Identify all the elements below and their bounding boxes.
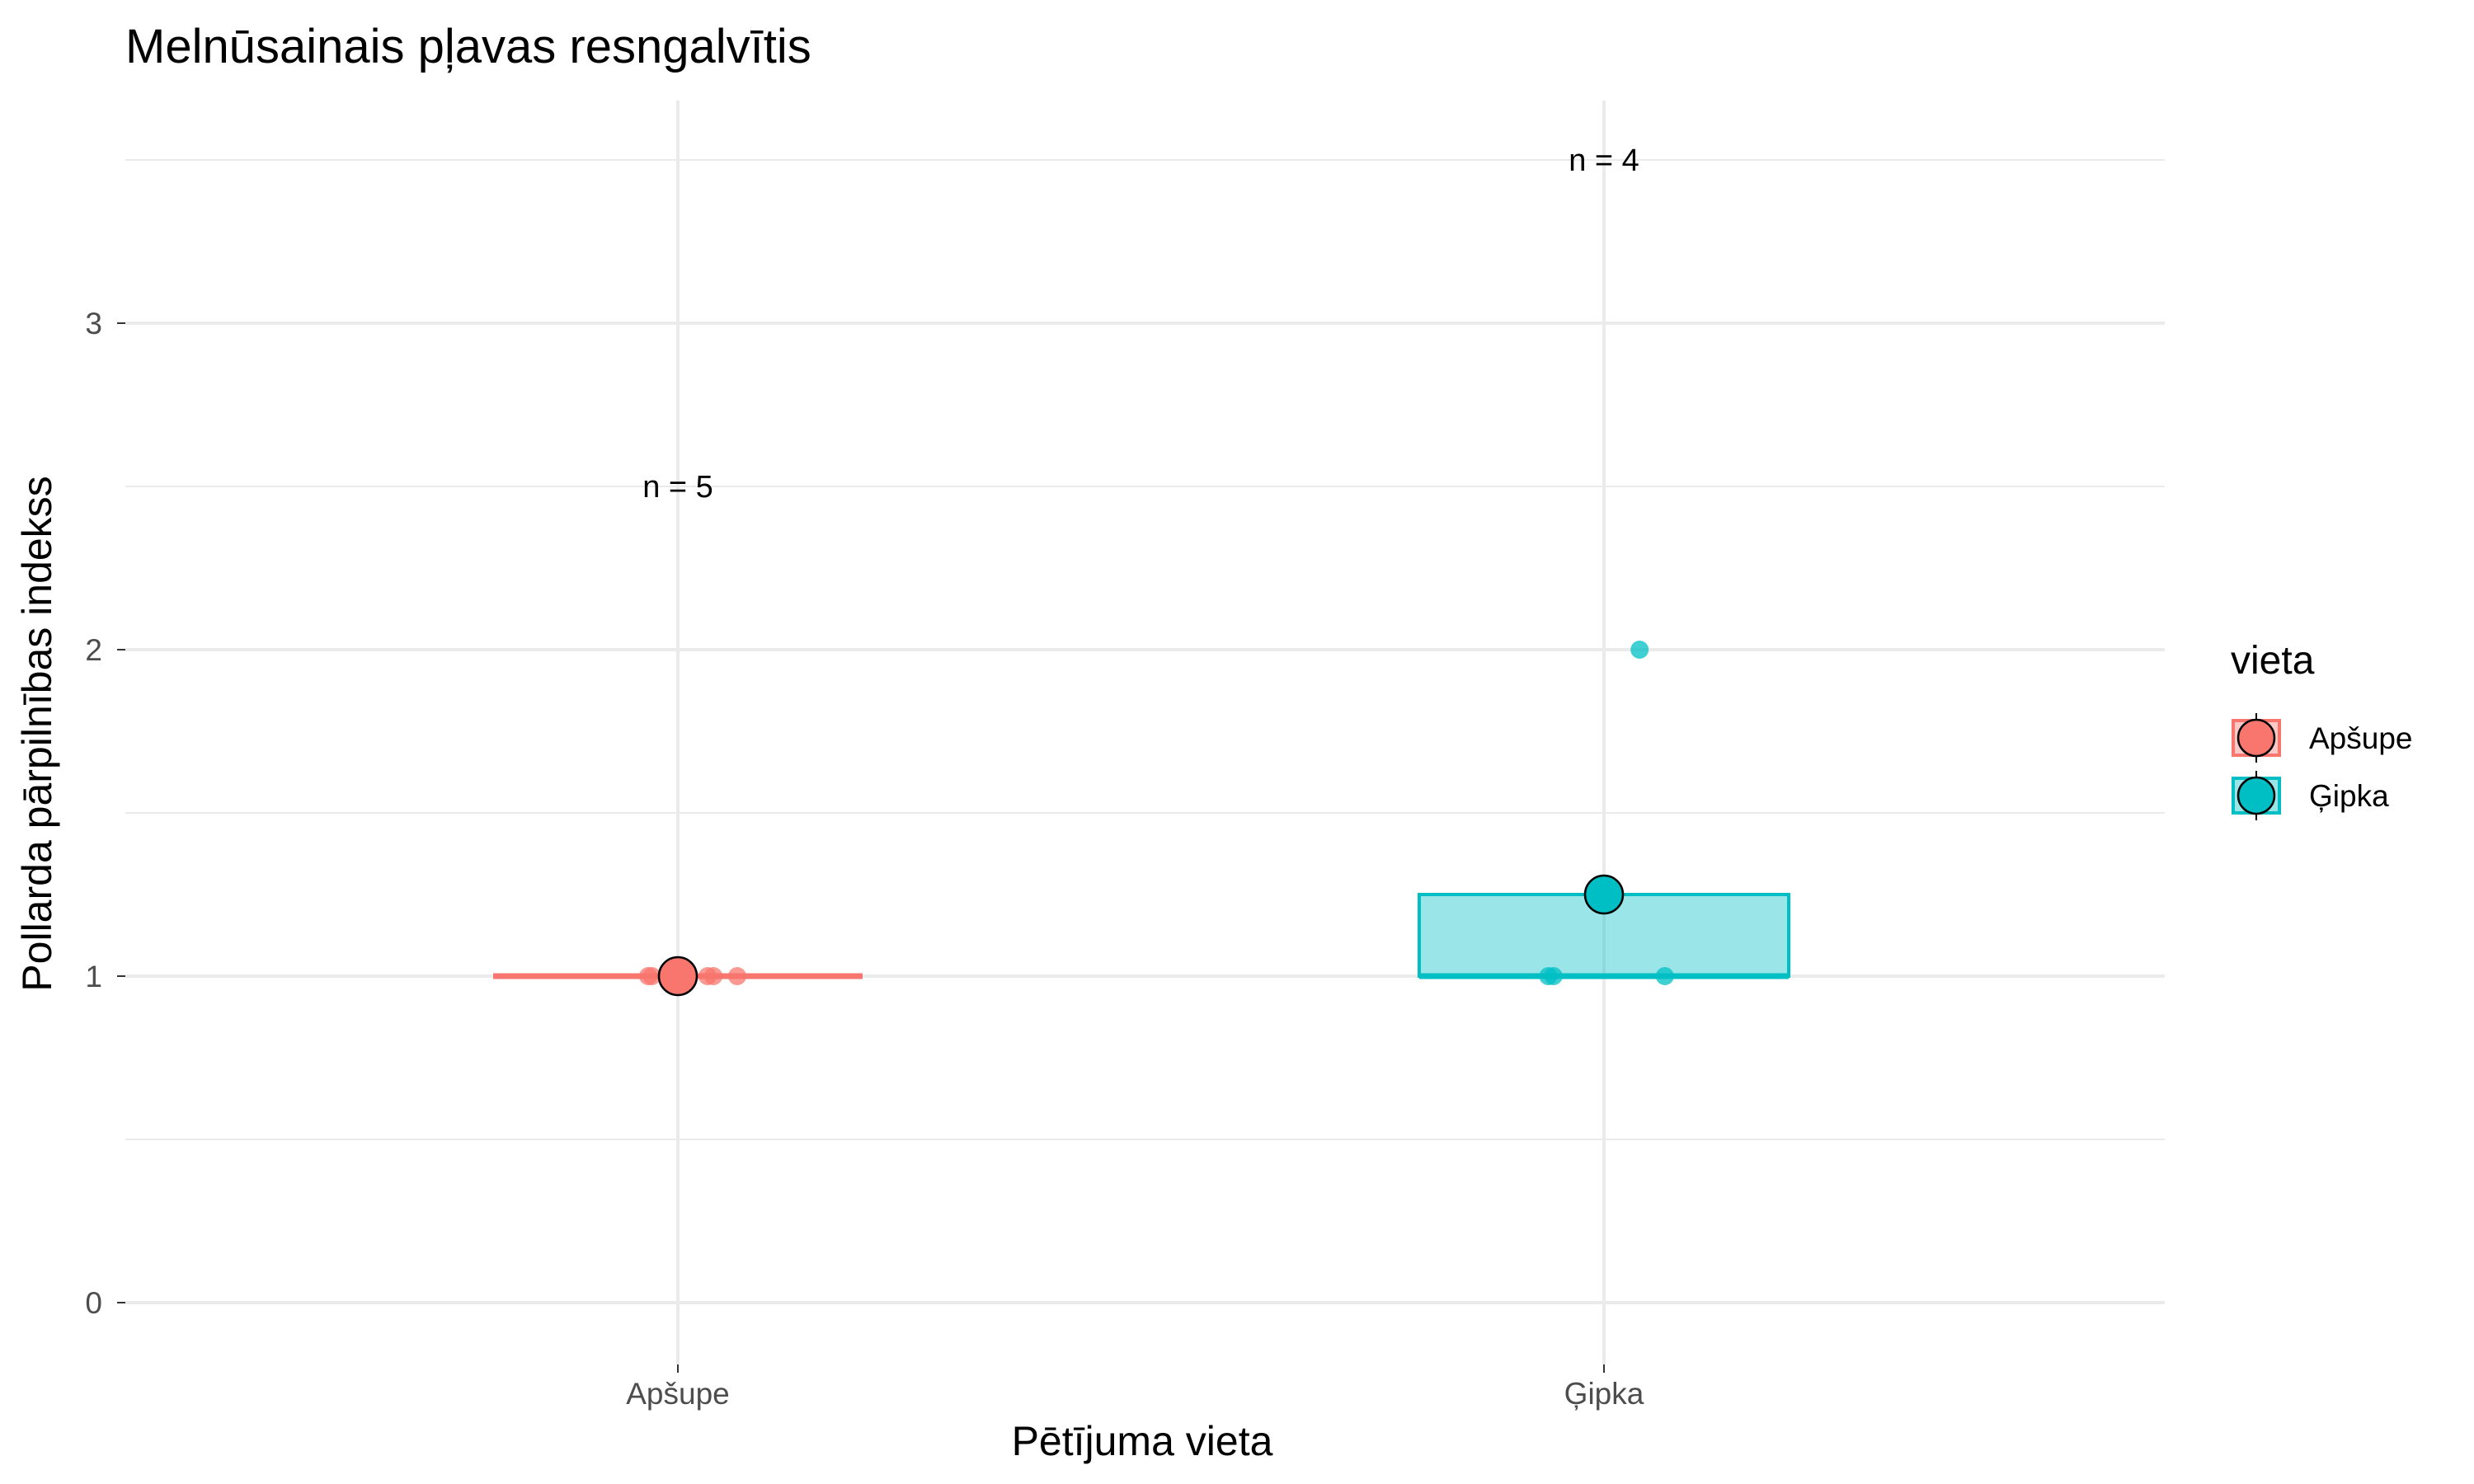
legend-title: vieta — [2231, 639, 2315, 683]
x-tick-label: Ģipka — [1564, 1377, 1644, 1411]
y-tick-label: 0 — [85, 1286, 102, 1320]
axes: 0 1 2 3 Apšupe Ģipka — [85, 307, 1644, 1411]
mean-marker — [1583, 874, 1625, 915]
data-point — [1655, 967, 1674, 985]
grid — [125, 101, 2165, 1364]
data-point — [1630, 641, 1649, 659]
mean-marker — [657, 956, 698, 997]
legend-item: Apšupe — [2232, 713, 2413, 763]
legend: vieta Apšupe Ģipka — [2231, 639, 2413, 820]
annotations: n = 5 n = 4 — [642, 143, 1639, 505]
y-tick-label: 3 — [85, 307, 102, 340]
data-point — [704, 967, 723, 985]
data-point — [1544, 967, 1563, 985]
mean-markers — [657, 874, 1625, 997]
data-point — [728, 967, 746, 985]
legend-label: Apšupe — [2309, 721, 2413, 755]
legend-item: Ģipka — [2232, 771, 2389, 820]
y-tick-label: 1 — [85, 960, 102, 993]
y-axis-title: Pollarda pārpilnības indekss — [14, 476, 60, 991]
sample-size-label: n = 5 — [642, 470, 713, 505]
data-points — [639, 641, 1674, 985]
sample-size-label: n = 4 — [1569, 143, 1639, 178]
x-tick-label: Apšupe — [626, 1377, 730, 1411]
legend-key-point — [2236, 718, 2276, 758]
legend-label: Ģipka — [2309, 779, 2389, 813]
y-tick-label: 2 — [85, 633, 102, 667]
legend-key-point — [2236, 776, 2276, 815]
x-axis-title: Pētījuma vieta — [1012, 1418, 1273, 1464]
data-point — [642, 967, 661, 985]
chart-title: Melnūsainais pļavas resngalvītis — [125, 20, 811, 73]
